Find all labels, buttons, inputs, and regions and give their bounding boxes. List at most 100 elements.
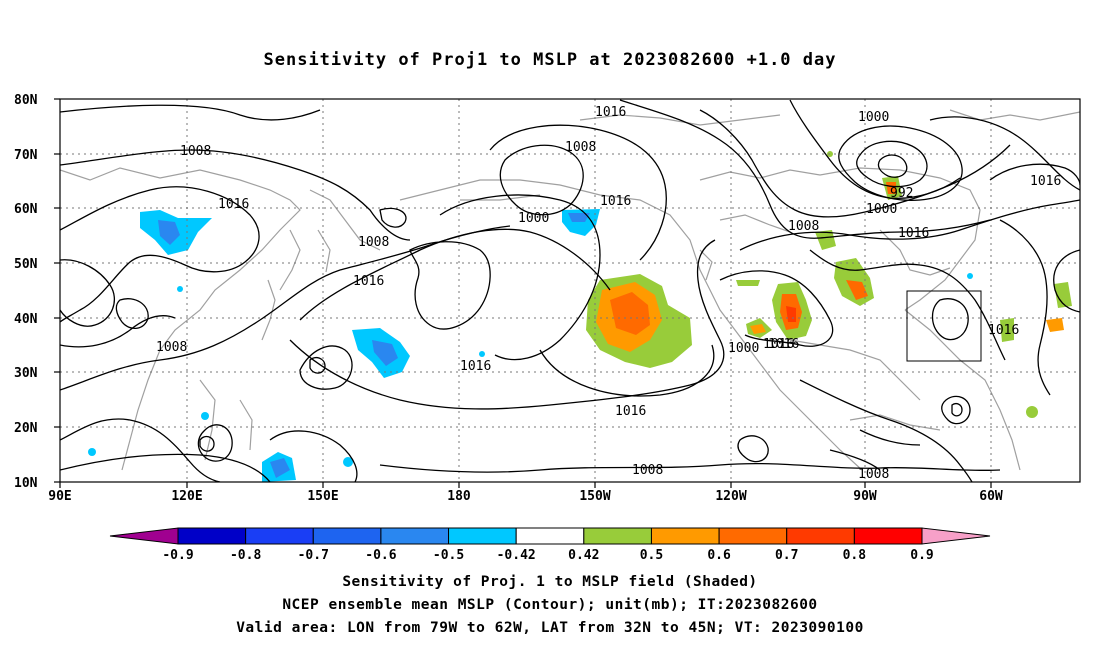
colorbar-swatch (853, 527, 923, 545)
shade-positive (736, 280, 760, 286)
shade-positive (1026, 406, 1038, 418)
contour-label: 1008 (788, 219, 819, 234)
contour-label: 1008 (632, 463, 663, 478)
shade-negative (158, 220, 180, 245)
contour-label: 1016 (768, 337, 799, 352)
contour-label: 1000 (518, 211, 549, 226)
colorbar-swatch (718, 527, 788, 545)
colorbar-swatch (448, 527, 517, 545)
colorbar (109, 527, 991, 545)
shade-positive (815, 230, 836, 250)
colorbar-label: -0.42 (497, 548, 536, 563)
contour-label: 1016 (1030, 174, 1061, 189)
caption-line-1: Sensitivity of Proj. 1 to MSLP field (Sh… (342, 574, 758, 590)
colorbar-swatch (245, 527, 314, 545)
lat-label: 60N (14, 202, 38, 217)
colorbar-label: 0.8 (843, 548, 867, 563)
shade-negative (201, 412, 209, 420)
shade-negative (967, 273, 973, 279)
lon-label: 150E (307, 489, 338, 504)
mslp-contours (60, 99, 1080, 482)
colorbar-label: 0.42 (568, 548, 599, 563)
contour-label: 1000 (728, 341, 759, 356)
map-border (59, 98, 1081, 483)
contour-label: 1016 (988, 323, 1019, 338)
shade-negative (177, 286, 183, 292)
shade-positive (1000, 318, 1014, 342)
colorbar-swatch (312, 527, 382, 545)
map-title: Sensitivity of Proj1 to MSLP at 20230826… (263, 50, 837, 70)
lon-labels: 90E 120E 150E 180 150W 120W 90W 60W (48, 489, 1003, 504)
colorbar-label: 0.9 (910, 548, 933, 563)
contour-label: 1000 (866, 202, 897, 217)
caption-line-2: NCEP ensemble mean MSLP (Contour); unit(… (282, 597, 818, 613)
contour-label: 1016 (898, 226, 929, 241)
gridlines (60, 99, 1080, 482)
lon-label: 120E (171, 489, 202, 504)
contour-label: 1016 (460, 359, 491, 374)
lon-label: 150W (579, 489, 610, 504)
colorbar-label: -0.9 (162, 548, 193, 563)
lat-label: 70N (14, 148, 38, 163)
shade-negative (479, 351, 485, 357)
contour-label: 1008 (565, 140, 596, 155)
lon-label: 120W (715, 489, 746, 504)
contour-label: 1016 (595, 105, 626, 120)
contour-label: 1016 (615, 404, 646, 419)
shade-negative (270, 458, 290, 478)
valid-area-box (906, 290, 982, 362)
shade-positive (1046, 318, 1064, 332)
contour-label: 1008 (156, 340, 187, 355)
lat-label: 40N (14, 312, 38, 327)
contour-label: 1008 (358, 235, 389, 250)
caption-line-3: Valid area: LON from 79W to 62W, LAT fro… (236, 620, 864, 636)
colorbar-swatch (380, 527, 450, 545)
lat-label: 20N (14, 421, 38, 436)
shade-positive (1054, 282, 1072, 308)
shade-negative (372, 340, 398, 366)
contour-label: 1016 (763, 337, 794, 352)
lat-labels: 80N 70N 60N 50N 40N 30N 20N 10N (14, 93, 38, 491)
contour-label: 1000 (858, 110, 889, 125)
lat-label: 10N (14, 476, 38, 491)
lon-label: 90W (853, 489, 877, 504)
lat-label: 50N (14, 257, 38, 272)
colorbar-label: -0.8 (230, 548, 261, 563)
colorbar-label: 0.7 (775, 548, 798, 563)
shade-positive (750, 324, 766, 334)
shade-negative (343, 457, 353, 467)
colorbar-label: 0.6 (707, 548, 731, 563)
shade-negative (88, 448, 96, 456)
contour-label: 1008 (180, 144, 211, 159)
sensitivity-shading (88, 151, 1072, 482)
contour-label: 1016 (600, 194, 631, 209)
colorbar-arrow-right (921, 527, 991, 545)
contour-label: 992 (890, 186, 913, 201)
lat-label: 80N (14, 93, 38, 108)
contour-label: 1008 (858, 467, 889, 482)
lon-label: 180 (447, 489, 471, 504)
shade-negative (568, 213, 590, 222)
colorbar-label: -0.6 (365, 548, 396, 563)
colorbar-swatch (650, 527, 720, 545)
colorbar-swatch (515, 527, 585, 545)
colorbar-swatch (177, 527, 247, 545)
colorbar-label: 0.5 (640, 548, 663, 563)
colorbar-labels: -0.9 -0.8 -0.7 -0.6 -0.5 -0.42 0.42 0.5 0.6 0.7 0.… (162, 548, 933, 563)
contour-labels: 1016 1008 1016 1008 1016 1008 1016 1008 … (156, 105, 1061, 482)
colorbar-label: -0.7 (298, 548, 329, 563)
colorbar-label: -0.5 (433, 548, 464, 563)
colorbar-swatch (583, 527, 652, 545)
shade-positive (886, 182, 896, 194)
colorbar-swatch (786, 527, 855, 545)
axis-ticks (54, 98, 992, 488)
colorbar-arrow-left (109, 527, 179, 545)
contour-label: 1016 (218, 197, 249, 212)
shade-positive (846, 280, 868, 300)
lon-label: 90E (48, 489, 71, 504)
lat-label: 30N (14, 366, 38, 381)
lon-label: 60W (979, 489, 1003, 504)
contour-label: 1016 (353, 274, 384, 289)
shade-positive (610, 292, 650, 335)
